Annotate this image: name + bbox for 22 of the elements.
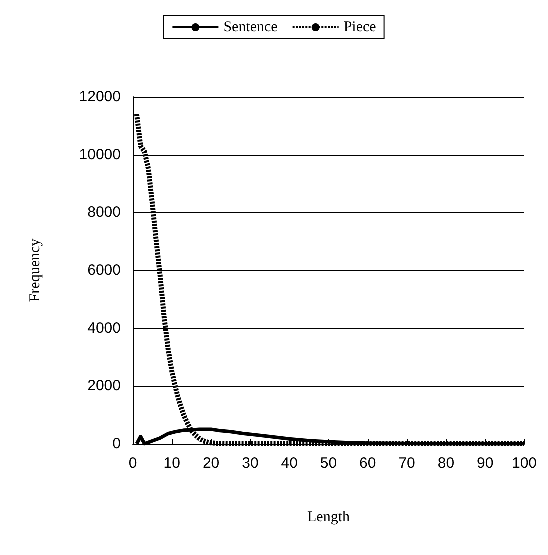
- x-tick-label: 100: [512, 455, 537, 472]
- x-tick-label: 20: [202, 455, 220, 472]
- legend-label: Sentence: [224, 20, 278, 36]
- x-tick-label: 30: [242, 455, 259, 472]
- y-tick-label: 10000: [79, 146, 121, 164]
- y-tick-label: 12000: [79, 88, 121, 106]
- y-tick-label: 8000: [88, 204, 121, 222]
- x-tick-label: 60: [360, 455, 376, 472]
- x-tick-label: 10: [164, 455, 180, 472]
- x-tick-label: 50: [320, 455, 338, 472]
- y-tick-label: 0: [112, 436, 121, 452]
- legend-label: Piece: [344, 20, 377, 36]
- x-tick-label: 40: [281, 455, 298, 472]
- y-tick-label: 6000: [88, 262, 121, 279]
- y-tick-label: 2000: [88, 378, 121, 395]
- y-axis-title: Frequency: [28, 238, 44, 302]
- x-tick-label: 0: [128, 455, 138, 472]
- x-axis-title: Length: [307, 510, 350, 526]
- x-tick-label: 80: [438, 455, 455, 472]
- x-tick-label: 90: [476, 455, 494, 472]
- y-tick-label: 4000: [88, 320, 121, 337]
- x-tick-label: 70: [398, 455, 416, 472]
